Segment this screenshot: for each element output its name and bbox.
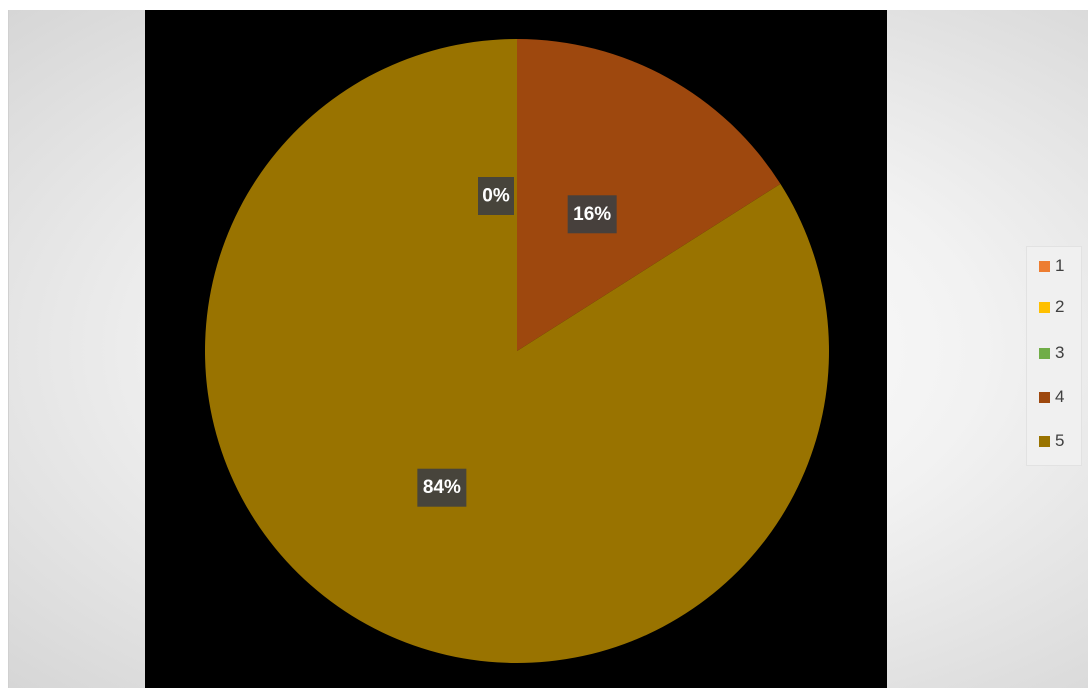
legend-swatch — [1039, 347, 1050, 359]
legend-item-1: 1 — [1039, 255, 1064, 277]
legend-item-2: 2 — [1039, 296, 1064, 318]
legend-item-5: 5 — [1039, 430, 1064, 452]
legend-swatch — [1039, 301, 1050, 313]
pie-slice-4 — [517, 39, 781, 351]
data-label-1: 0% — [478, 177, 514, 215]
legend: 1 2 3 4 5 — [1026, 246, 1082, 466]
legend-label: 1 — [1055, 256, 1065, 275]
legend-swatch — [1039, 391, 1050, 403]
legend-label: 2 — [1055, 297, 1065, 316]
pie-chart: 0% 16% 84% — [205, 39, 829, 663]
legend-item-3: 3 — [1039, 342, 1064, 364]
legend-label: 4 — [1055, 387, 1065, 406]
data-label-4: 16% — [567, 195, 617, 234]
data-label-5: 84% — [417, 468, 467, 507]
plot-area: 0% 16% 84% — [145, 10, 887, 688]
legend-label: 5 — [1055, 431, 1065, 450]
legend-item-4: 4 — [1039, 386, 1064, 408]
svg-text:16%: 16% — [573, 204, 611, 225]
legend-swatch — [1039, 435, 1050, 447]
pie-slice-5 — [205, 39, 829, 663]
legend-swatch — [1039, 260, 1050, 272]
svg-text:84%: 84% — [423, 477, 461, 498]
svg-text:0%: 0% — [482, 186, 510, 207]
legend-label: 3 — [1055, 343, 1065, 362]
